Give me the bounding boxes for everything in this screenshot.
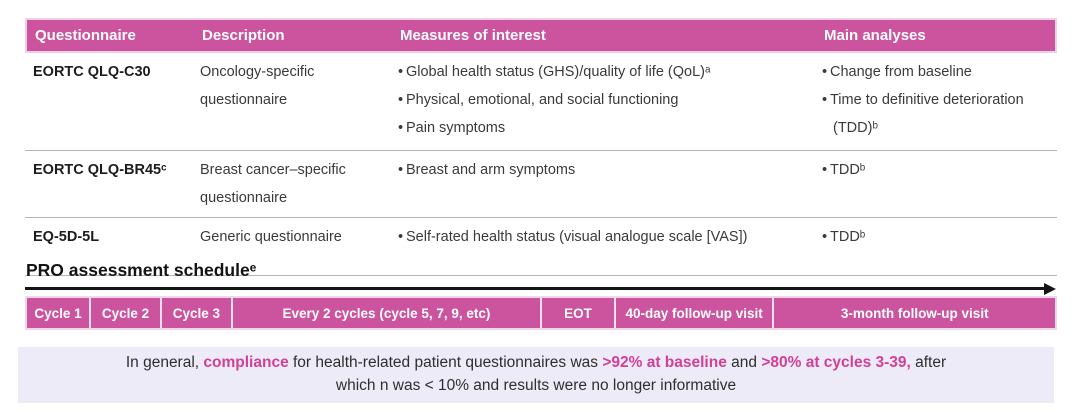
analysis-item: Change from baseline [822, 58, 1057, 86]
schedule-segment-cycle-1: Cycle 1 [27, 298, 90, 328]
header-measures-of-interest: Measures of interest [400, 27, 546, 44]
table-header-row: Questionnaire Description Measures of in… [25, 18, 1057, 53]
analysis-item: TDDᵇ [822, 156, 1057, 184]
measure-item: Breast and arm symptoms [398, 156, 815, 184]
table-row-eq-5d-5l: EQ-5D-5L Generic questionnaire Self-rate… [25, 217, 1057, 275]
analysis-item-continuation: (TDD)ᵇ [833, 120, 878, 136]
note-text: after [910, 354, 947, 371]
compliance-note-box: In general, compliance for health-relate… [18, 347, 1054, 403]
table-body: EORTC QLQ-C30 Oncology-specific question… [25, 53, 1057, 276]
measure-item: Self-rated health status (visual analogu… [398, 223, 815, 251]
timeline-arrow-line [25, 287, 1044, 290]
note-text: which n was < 10% and results were no lo… [335, 377, 737, 394]
cell-main-analyses: TDDᵇ [815, 223, 1057, 273]
cell-description: Oncology-specific questionnaire [200, 64, 315, 108]
header-questionnaire: Questionnaire [35, 27, 136, 44]
schedule-segment-every-2-cycles: Every 2 cycles (cycle 5, 7, 9, etc) [230, 298, 541, 328]
cell-questionnaire: EQ-5D-5L [33, 229, 100, 245]
note-highlight-cycles: >80% at cycles 3-39, [761, 354, 911, 371]
pro-schedule-heading: PRO assessment scheduleᵉ [26, 260, 257, 280]
note-highlight-compliance: compliance [203, 354, 289, 371]
schedule-segment-40-day-follow-up: 40-day follow-up visit [613, 298, 773, 328]
schedule-segment-eot: EOT [540, 298, 614, 328]
cell-measures: Breast and arm symptoms [390, 156, 815, 215]
schedule-segment-cycle-2: Cycle 2 [89, 298, 160, 328]
cell-measures: Global health status (GHS)/quality of li… [390, 58, 815, 148]
note-text: In general, [125, 354, 204, 371]
timeline-arrow-head-icon [1044, 282, 1056, 295]
measure-item: Pain symptoms [398, 114, 815, 142]
schedule-bar: Cycle 1 Cycle 2 Cycle 3 Every 2 cycles (… [25, 296, 1057, 330]
note-text: and [726, 354, 762, 371]
measure-item: Physical, emotional, and social function… [398, 86, 815, 114]
schedule-segment-3-month-follow-up: 3-month follow-up visit [772, 298, 1055, 328]
questionnaire-table: Questionnaire Description Measures of in… [25, 18, 1057, 276]
table-row-eortc-qlq-c30: EORTC QLQ-C30 Oncology-specific question… [25, 53, 1057, 150]
cell-measures: Self-rated health status (visual analogu… [390, 223, 815, 273]
cell-questionnaire: EORTC QLQ-C30 [33, 64, 151, 80]
table-row-eortc-qlq-br45: EORTC QLQ-BR45ᶜ Breast cancer–specific q… [25, 150, 1057, 217]
analysis-item: Time to definitive deterioration [822, 86, 1057, 114]
cell-description: Breast cancer–specific questionnaire [200, 162, 346, 206]
header-description: Description [202, 27, 285, 44]
cell-main-analyses: Change from baseline Time to definitive … [815, 58, 1057, 148]
analysis-item: TDDᵇ [822, 223, 1057, 251]
note-highlight-baseline: >92% at baseline [602, 354, 727, 371]
header-main-analyses: Main analyses [824, 27, 926, 44]
schedule-segment-cycle-3: Cycle 3 [159, 298, 231, 328]
cell-questionnaire: EORTC QLQ-BR45ᶜ [33, 162, 167, 178]
cell-main-analyses: TDDᵇ [815, 156, 1057, 215]
note-text: for health-related patient questionnaire… [288, 354, 603, 371]
measure-item: Global health status (GHS)/quality of li… [398, 58, 815, 86]
cell-description: Generic questionnaire [200, 229, 342, 245]
